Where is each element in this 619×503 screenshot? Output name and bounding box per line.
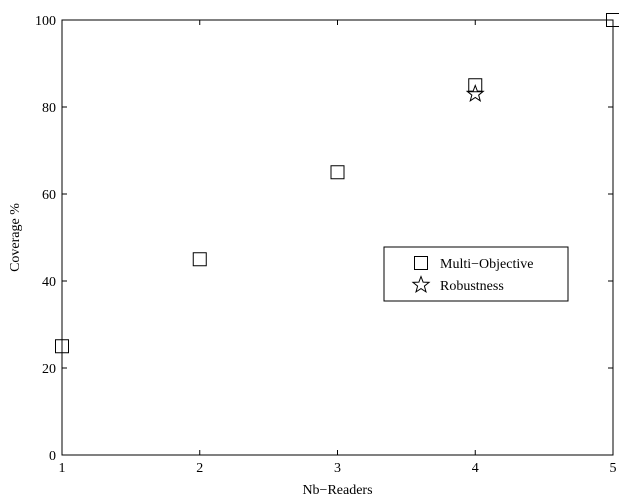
- y-tick-label: 40: [42, 275, 56, 290]
- legend: Multi−Objective Robustness: [384, 247, 568, 301]
- y-axis: 0 20 40 60 80 100: [35, 14, 613, 464]
- x-tick-label: 4: [472, 461, 479, 476]
- y-tick-label: 0: [49, 449, 56, 464]
- y-tick-label: 60: [42, 188, 56, 203]
- plot-area: [62, 20, 613, 455]
- point-multi-objective: [331, 166, 344, 179]
- x-axis-label: Nb−Readers: [302, 483, 372, 498]
- legend-label: Robustness: [440, 279, 504, 294]
- y-tick-label: 80: [42, 101, 56, 116]
- point-multi-objective: [193, 253, 206, 266]
- x-tick-label: 2: [196, 461, 203, 476]
- legend-label: Multi−Objective: [440, 257, 533, 272]
- x-tick-label: 3: [334, 461, 341, 476]
- x-tick-label: 5: [610, 461, 617, 476]
- data-points: [56, 14, 619, 353]
- point-robustness: [467, 85, 483, 100]
- y-tick-label: 100: [35, 14, 56, 29]
- y-tick-label: 20: [42, 362, 56, 377]
- y-axis-label: Coverage %: [8, 203, 23, 272]
- x-tick-label: 1: [59, 461, 66, 476]
